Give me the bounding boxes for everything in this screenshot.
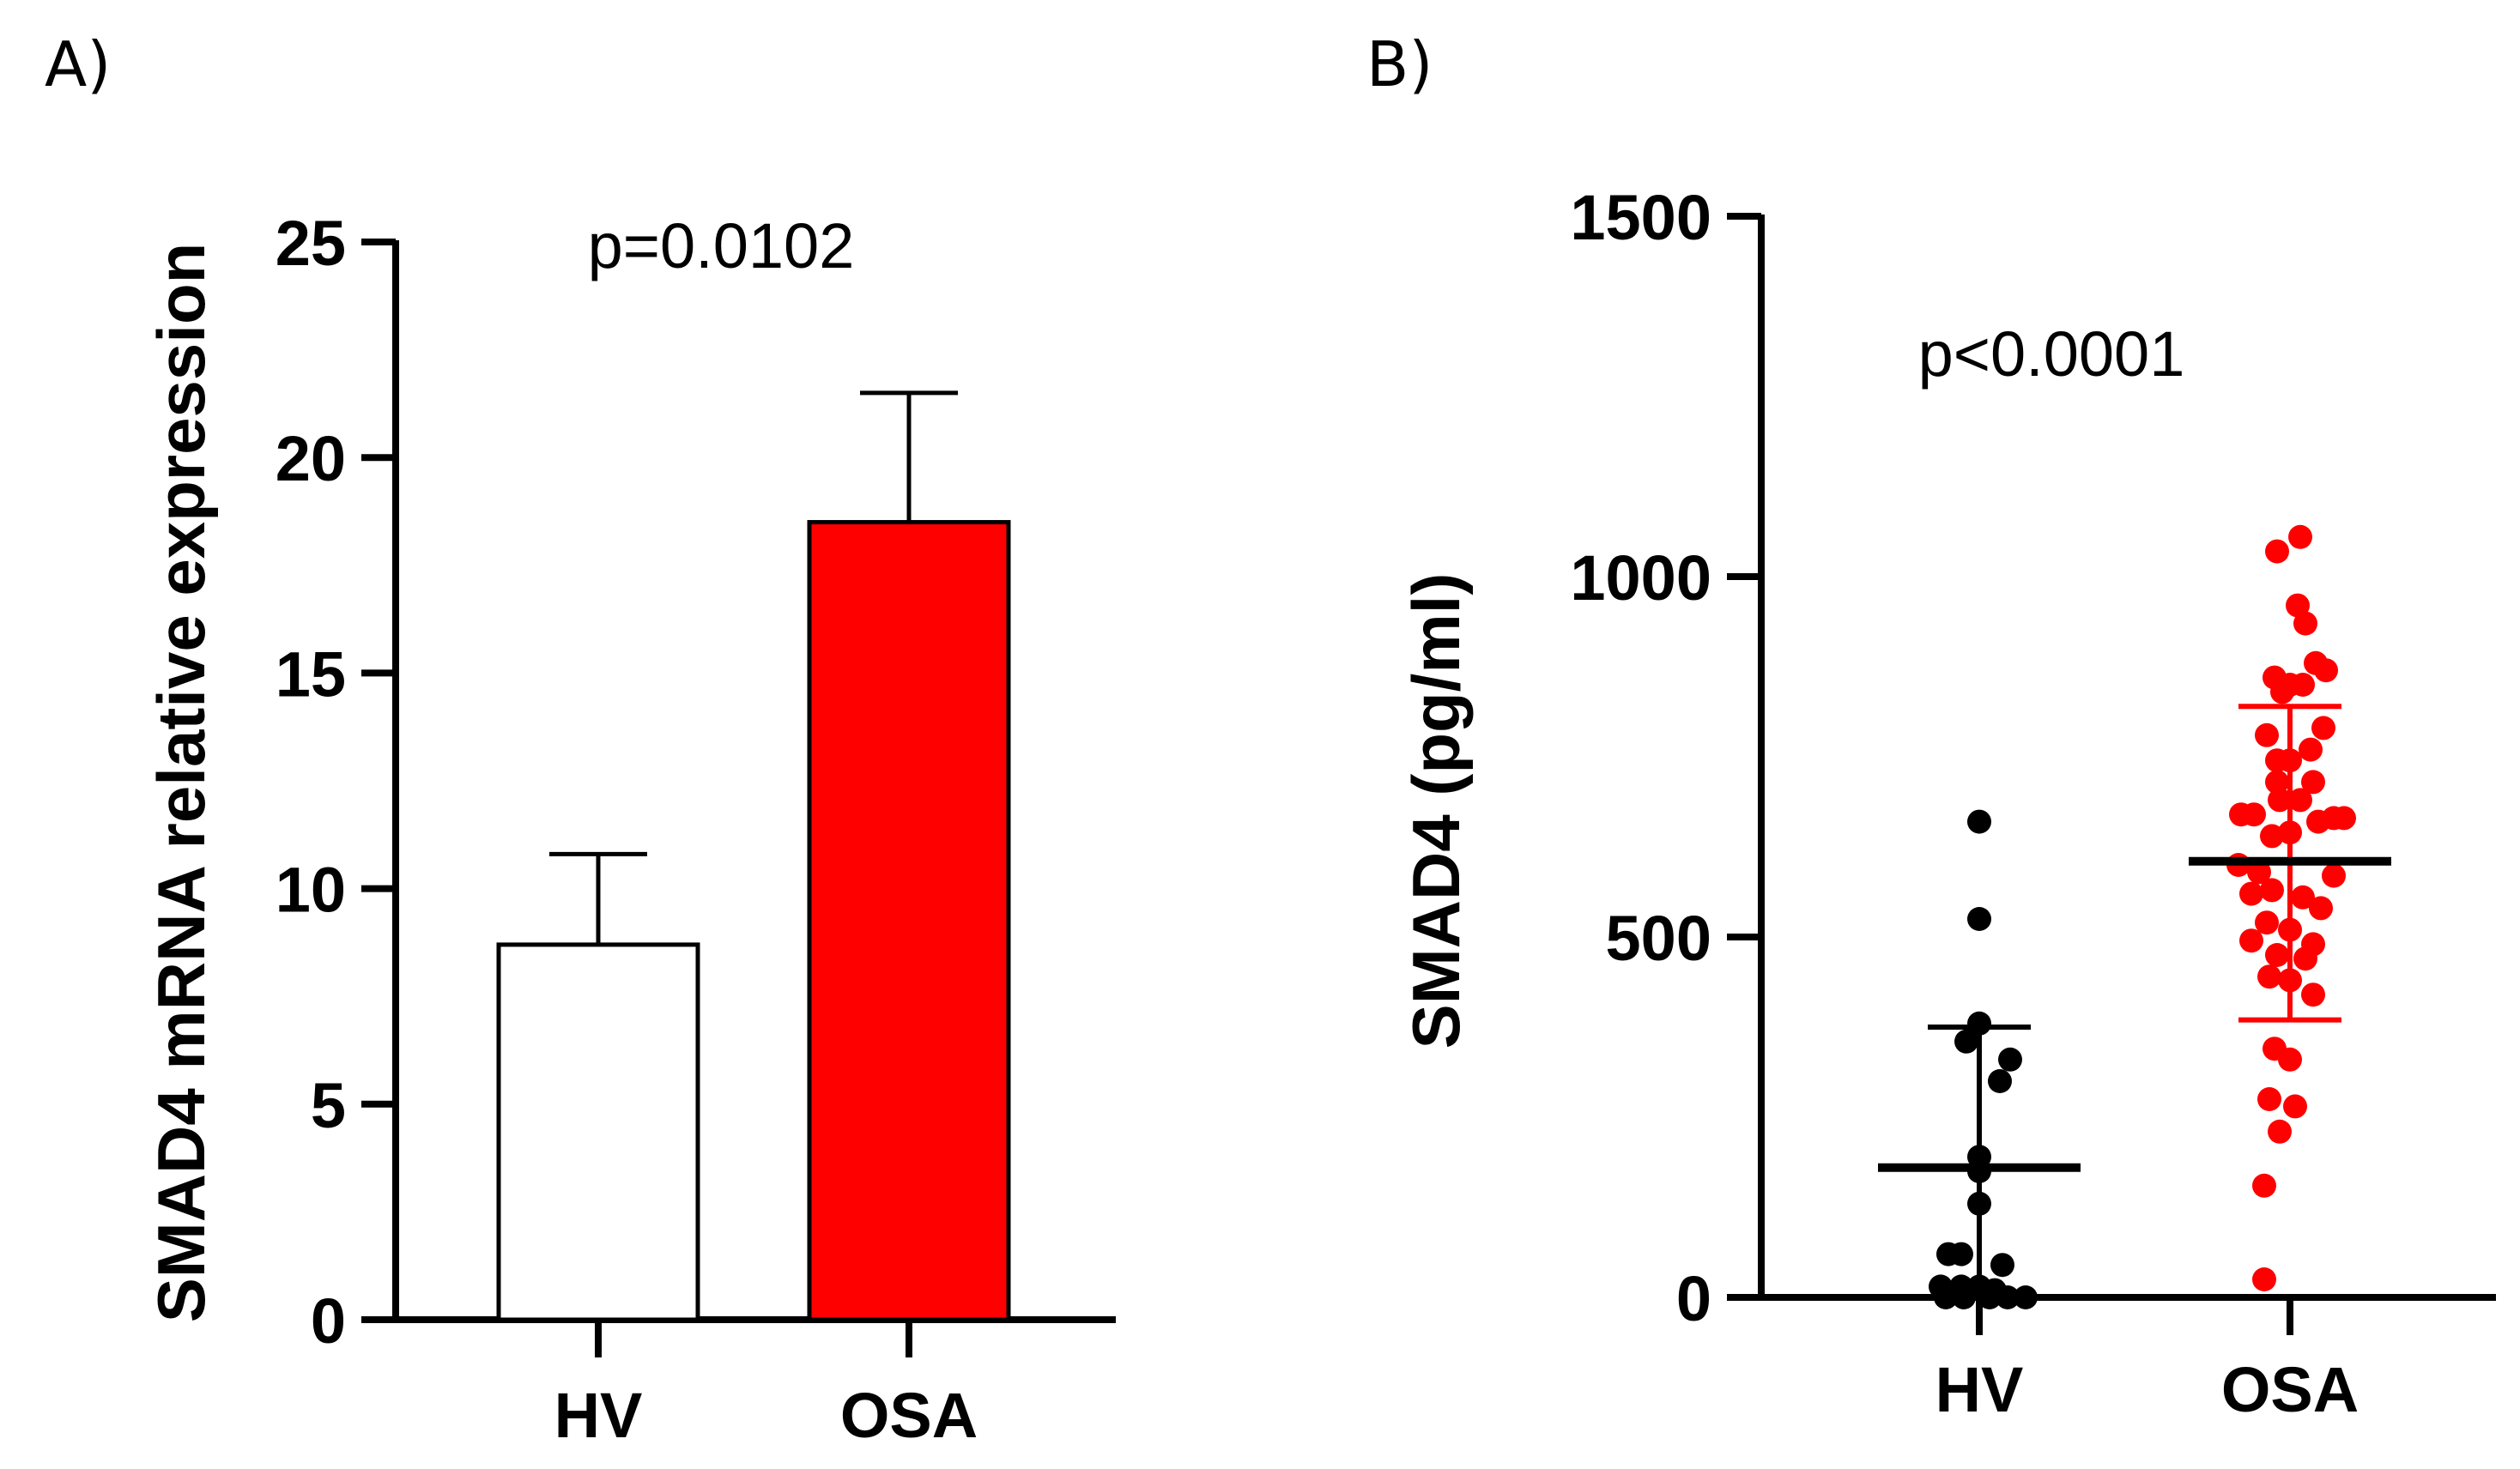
- panel-b-point-osa-34: [2255, 910, 2279, 935]
- panel-b-point-osa-42: [2301, 982, 2325, 1007]
- panel-b-point-osa-26: [2260, 824, 2284, 849]
- panel-a-x-tick-label-hv: HV: [554, 1380, 643, 1451]
- panel-b-point-osa-21: [2242, 802, 2266, 827]
- panel-b-point-osa-31: [2260, 878, 2284, 903]
- panel-b-point-osa-10: [2270, 680, 2294, 704]
- panel-b-y-axis-title: SMAD4 (pg/ml): [1398, 573, 1474, 1049]
- panel-a-plot-area: 0 5 10 15 20 25 HV OSA: [276, 208, 1116, 1451]
- panel-b-point-osa-44: [2278, 1047, 2302, 1072]
- panel-b-point-osa-40: [2257, 964, 2281, 989]
- panel-b-y-tick-label-500: 500: [1606, 903, 1711, 974]
- panel-b-point-osa-23: [2332, 806, 2356, 831]
- panel-b-point-osa-24: [2306, 809, 2330, 834]
- panel-b-point-osa-33: [2309, 896, 2333, 921]
- panel-b-point-osa-39: [2293, 946, 2317, 971]
- panel-a-y-tick-label-0: 0: [311, 1285, 346, 1357]
- panel-a-y-axis-title: SMAD4 mRNA relative expression: [143, 243, 219, 1323]
- panel-a-x-tick-label-osa: OSA: [840, 1380, 978, 1451]
- panel-a-y-tick-label-25: 25: [276, 208, 346, 279]
- panel-b-point-osa-36: [2239, 928, 2263, 953]
- panel-b-point-osa-3: [2286, 593, 2310, 618]
- panel-b-point-osa-32: [2291, 885, 2315, 910]
- panel-b-y-tick-label-0: 0: [1676, 1263, 1711, 1334]
- panel-b-point-hv-2: [1967, 907, 1991, 931]
- panel-a-p-value: p=0.0102: [588, 210, 855, 281]
- panel-b-p-value: p<0.0001: [1918, 318, 2185, 390]
- panel-b-point-osa-29: [2322, 863, 2346, 888]
- panel-a-y-tick-label-5: 5: [311, 1070, 346, 1141]
- panel-b-point-osa-45: [2257, 1087, 2281, 1111]
- panel-b-point-osa-4: [2293, 611, 2317, 636]
- panel-b-label: B): [1366, 28, 1433, 100]
- panel-a-bar-chart: A) SMAD4 mRNA relative expression p=0.01…: [45, 28, 1116, 1451]
- panel-a-bar-hv: [496, 942, 700, 1322]
- panel-b-point-osa-1: [2288, 524, 2312, 549]
- panel-b-x-tick-label-osa: OSA: [2221, 1354, 2359, 1425]
- panel-b-point-hv-1: [1967, 809, 1991, 834]
- panel-b-y-tick-label-1000: 1000: [1570, 542, 1711, 614]
- panel-b-point-hv-11: [1949, 1242, 1973, 1266]
- panel-b-point-osa-13: [2299, 737, 2323, 762]
- panel-b-point-osa-46: [2283, 1094, 2307, 1119]
- panel-a-y-tick-label-10: 10: [276, 855, 346, 926]
- panel-a-y-tick-label-15: 15: [276, 638, 346, 710]
- panel-b-point-osa-49: [2252, 1267, 2276, 1291]
- panel-b-point-hv-4: [1954, 1029, 1978, 1054]
- panel-a-y-tick-label-20: 20: [276, 423, 346, 494]
- panel-b-point-hv-12: [1990, 1253, 2014, 1278]
- panel-b-point-osa-47: [2268, 1119, 2292, 1144]
- panel-b-point-osa-38: [2265, 943, 2289, 967]
- panel-a-bar-osa: [807, 520, 1011, 1322]
- panel-b-point-osa-19: [2288, 788, 2312, 813]
- panel-b-point-osa-11: [2311, 716, 2335, 741]
- panel-b-point-osa-8: [2314, 658, 2338, 683]
- panel-b-y-tick-label-1500: 1500: [1570, 182, 1711, 253]
- panel-b-scatter-chart: B) SMAD4 (pg/ml) p<0.0001 0 500 1000 1500 HV…: [1366, 28, 2496, 1425]
- panel-a-label: A): [45, 28, 111, 100]
- panel-b-point-osa-18: [2268, 788, 2292, 813]
- panel-b-point-osa-12: [2255, 722, 2279, 747]
- panel-b-point-osa-48: [2252, 1173, 2276, 1198]
- panel-b-point-hv-6: [1988, 1069, 2012, 1093]
- panel-b-plot-area: 0 500 1000 1500 HV OSA: [1570, 182, 2496, 1425]
- panel-b-point-osa-9: [2291, 673, 2315, 697]
- panel-b-point-osa-2: [2265, 539, 2289, 564]
- panel-b-point-osa-28: [2247, 860, 2271, 885]
- panel-b-x-tick-label-hv: HV: [1935, 1354, 2024, 1425]
- panel-b-point-osa-17: [2301, 770, 2325, 795]
- panel-b-point-osa-30: [2239, 881, 2263, 906]
- panel-b-point-osa-16: [2265, 770, 2289, 795]
- panel-b-point-hv-5: [1998, 1047, 2022, 1072]
